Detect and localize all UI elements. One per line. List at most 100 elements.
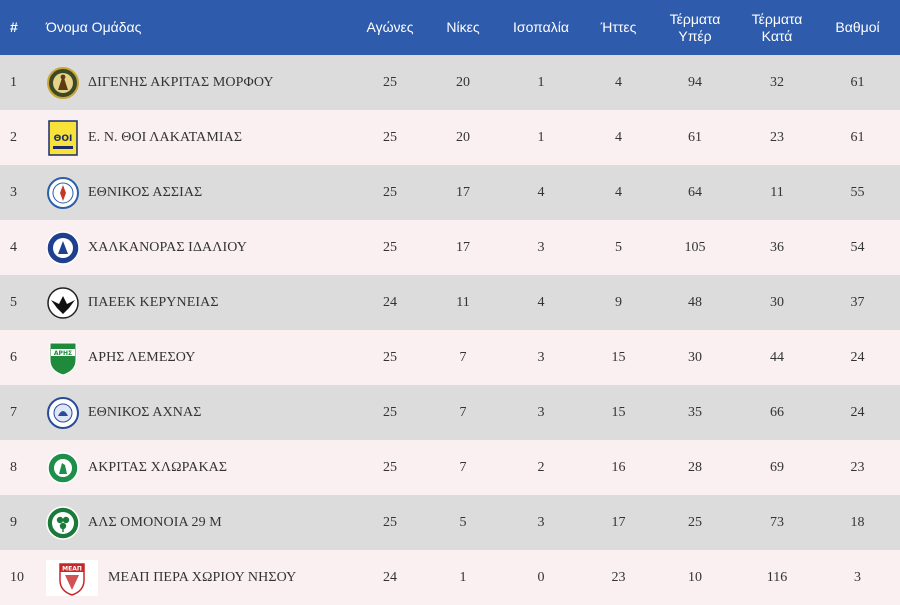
team-name[interactable]: ΠΑΕΕΚ ΚΕΡΥΝΕΙΑΣ: [88, 294, 219, 310]
points-cell: 18: [850, 514, 865, 530]
thoi-crest-icon: ΘΟΙ: [46, 118, 80, 158]
wins-cell: 20: [456, 74, 470, 90]
position-cell: 3: [10, 184, 17, 200]
team-cell: ΠΑΕΕΚ ΚΕΡΥΝΕΙΑΣ: [42, 275, 350, 330]
wins-cell: 7: [459, 404, 467, 420]
thoi-logo-text: ΘΟΙ: [54, 134, 73, 144]
losses-cell: 4: [615, 129, 622, 145]
team-cell: ΔΙΓΕΝΗΣ ΑΚΡΙΤΑΣ ΜΟΡΦΟΥ: [42, 55, 350, 110]
wins-cell: 20: [456, 129, 470, 145]
team-cell: ΕΘΝΙΚΟΣ ΑΧΝΑΣ: [42, 385, 350, 440]
table-row: 10 ΜΕΑΠ ΜΕΑΠ ΠΕΡΑ ΧΩΡΙΟΥ ΝΗΣΟΥ 24 1 0 23…: [0, 550, 900, 605]
draws-cell: 4: [537, 184, 545, 200]
table-row: 3 ΕΘΝΙΚΟΣ ΑΣΣΙΑΣ 25 17 4 4 64 11 55: [0, 165, 900, 220]
goals-for-cell: 28: [688, 459, 702, 475]
points-cell: 55: [850, 184, 865, 200]
team-name[interactable]: ΜΕΑΠ ΠΕΡΑ ΧΩΡΙΟΥ ΝΗΣΟΥ: [108, 569, 297, 585]
team-cell: ΑΡΗΣ ΑΡΗΣ ΛΕΜΕΣΟΥ: [42, 330, 350, 385]
position-cell: 2: [10, 129, 17, 145]
goals-for-cell: 35: [688, 404, 702, 420]
header-played[interactable]: Αγώνες: [366, 19, 414, 35]
draws-cell: 3: [537, 239, 545, 255]
team-name[interactable]: ΑΚΡΙΤΑΣ ΧΛΩΡΑΚΑΣ: [88, 459, 228, 475]
team-cell: ΧΑΛΚΑΝΟΡΑΣ ΙΔΑΛΙΟΥ: [42, 220, 350, 275]
draws-cell: 3: [537, 514, 545, 530]
team-cell: ΕΘΝΙΚΟΣ ΑΣΣΙΑΣ: [42, 165, 350, 220]
draws-cell: 2: [537, 459, 545, 475]
draws-cell: 3: [537, 404, 545, 420]
team-name[interactable]: Ε. Ν. ΘΟΙ ΛΑΚΑΤΑΜΙΑΣ: [88, 129, 243, 145]
table-row: 9 ΑΛΣ ΟΜΟΝΟΙΑ 29 Μ 25 5 3 17 25 73 18: [0, 495, 900, 550]
header-points[interactable]: Βαθμοί: [835, 19, 880, 35]
header-goals-for-line2: Υπέρ: [678, 27, 712, 44]
header-goals-against[interactable]: Τέρματα Κατά: [739, 0, 815, 55]
header-goals-against-line1: Τέρματα: [751, 10, 803, 27]
team-name[interactable]: ΕΘΝΙΚΟΣ ΑΧΝΑΣ: [88, 404, 202, 420]
position-cell: 8: [10, 459, 17, 475]
played-cell: 25: [383, 74, 397, 90]
losses-cell: 23: [611, 569, 626, 585]
goals-against-cell: 23: [770, 129, 784, 145]
position-cell: 5: [10, 294, 17, 310]
points-cell: 23: [850, 459, 865, 475]
header-goals-for[interactable]: Τέρματα Υπέρ: [651, 0, 739, 55]
wins-cell: 11: [456, 294, 470, 310]
losses-cell: 9: [615, 294, 622, 310]
header-goals-for-line1: Τέρματα: [669, 10, 721, 27]
team-name[interactable]: ΑΛΣ ΟΜΟΝΟΙΑ 29 Μ: [88, 514, 222, 530]
goals-for-cell: 61: [688, 129, 702, 145]
header-draws[interactable]: Ισοπαλία: [513, 19, 569, 35]
losses-cell: 16: [611, 459, 626, 475]
losses-cell: 17: [611, 514, 626, 530]
played-cell: 25: [383, 129, 397, 145]
played-cell: 25: [383, 404, 397, 420]
goals-for-cell: 64: [688, 184, 702, 200]
losses-cell: 15: [611, 349, 626, 365]
losses-cell: 5: [615, 239, 622, 255]
table-row: 8 ΑΚΡΙΤΑΣ ΧΛΩΡΑΚΑΣ 25 7 2 16 28 69 23: [0, 440, 900, 495]
header-wins[interactable]: Νίκες: [446, 19, 480, 35]
team-name[interactable]: ΧΑΛΚΑΝΟΡΑΣ ΙΔΑΛΙΟΥ: [88, 239, 247, 255]
header-losses[interactable]: Ήττες: [600, 19, 637, 35]
goals-against-cell: 36: [770, 239, 784, 255]
meap-crest-icon: ΜΕΑΠ: [46, 558, 98, 598]
wins-cell: 17: [456, 184, 470, 200]
draws-cell: 4: [537, 294, 545, 310]
goals-against-cell: 69: [770, 459, 784, 475]
goals-against-cell: 11: [770, 184, 784, 200]
wins-cell: 7: [459, 349, 467, 365]
position-cell: 6: [10, 349, 17, 365]
header-goals-against-line2: Κατά: [761, 27, 793, 44]
team-name[interactable]: ΕΘΝΙΚΟΣ ΑΣΣΙΑΣ: [88, 184, 203, 200]
goals-against-cell: 44: [770, 349, 784, 365]
wins-cell: 5: [459, 514, 467, 530]
table-body: 1 ΔΙΓΕΝΗΣ ΑΚΡΙΤΑΣ ΜΟΡΦΟΥ 25 20 1 4 94 32…: [0, 55, 900, 605]
aris-crest-icon: ΑΡΗΣ: [46, 338, 80, 378]
aris-logo-text: ΑΡΗΣ: [54, 350, 72, 357]
akritas-crest-icon: [46, 448, 80, 488]
team-name[interactable]: ΑΡΗΣ ΛΕΜΕΣΟΥ: [88, 349, 196, 365]
omonoia-clover-crest-icon: [46, 503, 80, 543]
losses-cell: 4: [615, 184, 622, 200]
goals-against-cell: 30: [770, 294, 784, 310]
losses-cell: 15: [611, 404, 626, 420]
header-position[interactable]: #: [10, 19, 18, 35]
goals-for-cell: 48: [688, 294, 702, 310]
position-cell: 1: [10, 74, 17, 90]
ethnikos-assias-crest-icon: [46, 173, 80, 213]
draws-cell: 0: [537, 569, 545, 585]
played-cell: 25: [383, 459, 397, 475]
team-name[interactable]: ΔΙΓΕΝΗΣ ΑΚΡΙΤΑΣ ΜΟΡΦΟΥ: [88, 74, 274, 90]
position-cell: 9: [10, 514, 17, 530]
points-cell: 37: [850, 294, 865, 310]
wins-cell: 7: [459, 459, 467, 475]
table-row: 4 ΧΑΛΚΑΝΟΡΑΣ ΙΔΑΛΙΟΥ 25 17 3 5 105 36 54: [0, 220, 900, 275]
goals-for-cell: 105: [684, 239, 706, 255]
losses-cell: 4: [615, 74, 622, 90]
table-row: 6 ΑΡΗΣ ΑΡΗΣ ΛΕΜΕΣΟΥ 25 7 3 15 30 44 24: [0, 330, 900, 385]
played-cell: 24: [383, 294, 397, 310]
goals-against-cell: 73: [770, 514, 784, 530]
goals-against-cell: 116: [766, 569, 788, 585]
header-team-name[interactable]: Όνομα Ομάδας: [46, 19, 142, 35]
